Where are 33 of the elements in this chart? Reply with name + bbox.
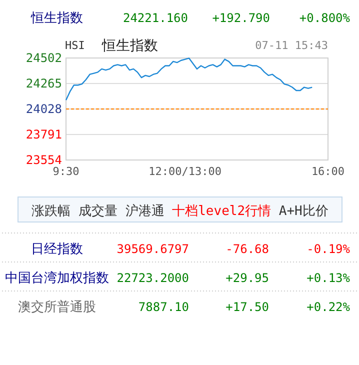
- text: +0.13%: [306, 271, 351, 285]
- y-tick-label: 24028: [26, 102, 62, 116]
- text: 22723.2000: [116, 271, 189, 285]
- text: +0.22%: [306, 300, 351, 314]
- text: -76.68: [226, 242, 269, 256]
- line-series: [65, 58, 313, 101]
- text: -0.19%: [306, 242, 351, 256]
- y-tick-label: 23554: [26, 153, 62, 167]
- text: 沪港通: [117, 203, 164, 219]
- text: 24221.160: [122, 11, 188, 25]
- y-tick-label: 24502: [26, 51, 62, 65]
- text: 07-11 15:43: [255, 39, 328, 52]
- text: 成交量: [70, 203, 118, 219]
- text: +192.790: [212, 11, 270, 25]
- text: +17.50: [226, 300, 269, 314]
- text: 十档level2行情: [164, 204, 272, 219]
- text: +0.800%: [299, 11, 351, 25]
- chart-subtitle: HSI: [65, 39, 85, 52]
- y-tick-label: 23791: [26, 128, 62, 142]
- text: 7887.10: [138, 300, 189, 314]
- x-tick-label: 9:30: [52, 165, 80, 178]
- x-tick-label: 12:00/13:00: [148, 165, 222, 178]
- text: 中国台湾加权指数: [5, 270, 109, 286]
- text: 39569.6797: [116, 242, 189, 256]
- text: 澳交所普通股: [18, 299, 96, 315]
- x-tick-label: 16:00: [311, 165, 345, 178]
- y-tick-label: 24265: [26, 76, 62, 90]
- chart-title: 恒生指数: [101, 38, 158, 54]
- text: +29.95: [226, 271, 269, 285]
- text: A+H比价: [271, 204, 328, 219]
- text: 涨跌幅: [32, 204, 71, 219]
- text: 恒生指数: [30, 11, 83, 26]
- text: 日经指数: [31, 242, 83, 257]
